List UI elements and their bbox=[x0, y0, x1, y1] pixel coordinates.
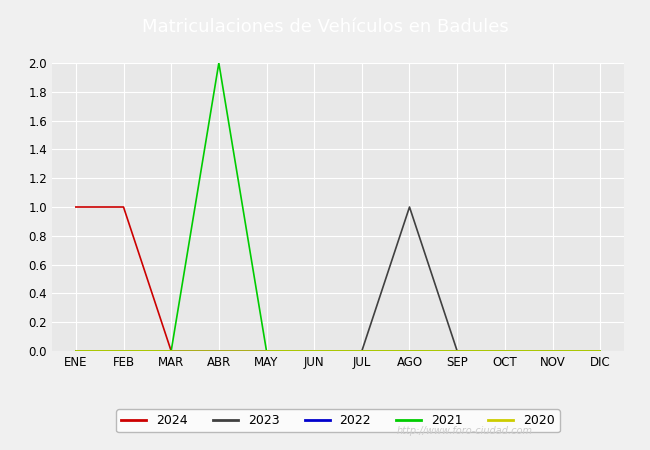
2020 bbox=[310, 348, 318, 354]
2023 bbox=[167, 348, 175, 354]
2022 bbox=[263, 348, 270, 354]
2020 bbox=[72, 348, 80, 354]
2020 bbox=[549, 348, 556, 354]
2023 bbox=[72, 348, 80, 354]
2022 bbox=[358, 348, 366, 354]
2021 bbox=[310, 348, 318, 354]
2023 bbox=[406, 204, 413, 210]
2021 bbox=[596, 348, 604, 354]
2024 bbox=[167, 348, 175, 354]
2020 bbox=[406, 348, 413, 354]
2021 bbox=[215, 60, 223, 66]
Legend: 2024, 2023, 2022, 2021, 2020: 2024, 2023, 2022, 2021, 2020 bbox=[116, 409, 560, 432]
2021 bbox=[263, 348, 270, 354]
2022 bbox=[453, 348, 461, 354]
2020 bbox=[120, 348, 127, 354]
Line: 2021: 2021 bbox=[76, 63, 600, 351]
2021 bbox=[72, 348, 80, 354]
2023 bbox=[453, 348, 461, 354]
2020 bbox=[358, 348, 366, 354]
2024 bbox=[72, 204, 80, 210]
2020 bbox=[263, 348, 270, 354]
2023 bbox=[310, 348, 318, 354]
Text: http://www.foro-ciudad.com: http://www.foro-ciudad.com bbox=[397, 427, 533, 436]
2020 bbox=[501, 348, 509, 354]
2023 bbox=[596, 348, 604, 354]
2023 bbox=[549, 348, 556, 354]
2023 bbox=[120, 348, 127, 354]
2020 bbox=[215, 348, 223, 354]
2023 bbox=[215, 348, 223, 354]
2021 bbox=[167, 348, 175, 354]
2020 bbox=[453, 348, 461, 354]
Line: 2024: 2024 bbox=[76, 207, 171, 351]
2021 bbox=[501, 348, 509, 354]
2020 bbox=[596, 348, 604, 354]
2022 bbox=[120, 348, 127, 354]
2021 bbox=[549, 348, 556, 354]
2022 bbox=[72, 348, 80, 354]
2022 bbox=[501, 348, 509, 354]
2022 bbox=[549, 348, 556, 354]
2021 bbox=[453, 348, 461, 354]
2022 bbox=[406, 348, 413, 354]
2023 bbox=[501, 348, 509, 354]
2022 bbox=[167, 348, 175, 354]
Text: Matriculaciones de Vehículos en Badules: Matriculaciones de Vehículos en Badules bbox=[142, 18, 508, 36]
2023 bbox=[358, 348, 366, 354]
2024 bbox=[120, 204, 127, 210]
2022 bbox=[310, 348, 318, 354]
2022 bbox=[596, 348, 604, 354]
2021 bbox=[358, 348, 366, 354]
2023 bbox=[263, 348, 270, 354]
2020 bbox=[167, 348, 175, 354]
2022 bbox=[215, 348, 223, 354]
2021 bbox=[406, 348, 413, 354]
2021 bbox=[120, 348, 127, 354]
Line: 2023: 2023 bbox=[76, 207, 600, 351]
